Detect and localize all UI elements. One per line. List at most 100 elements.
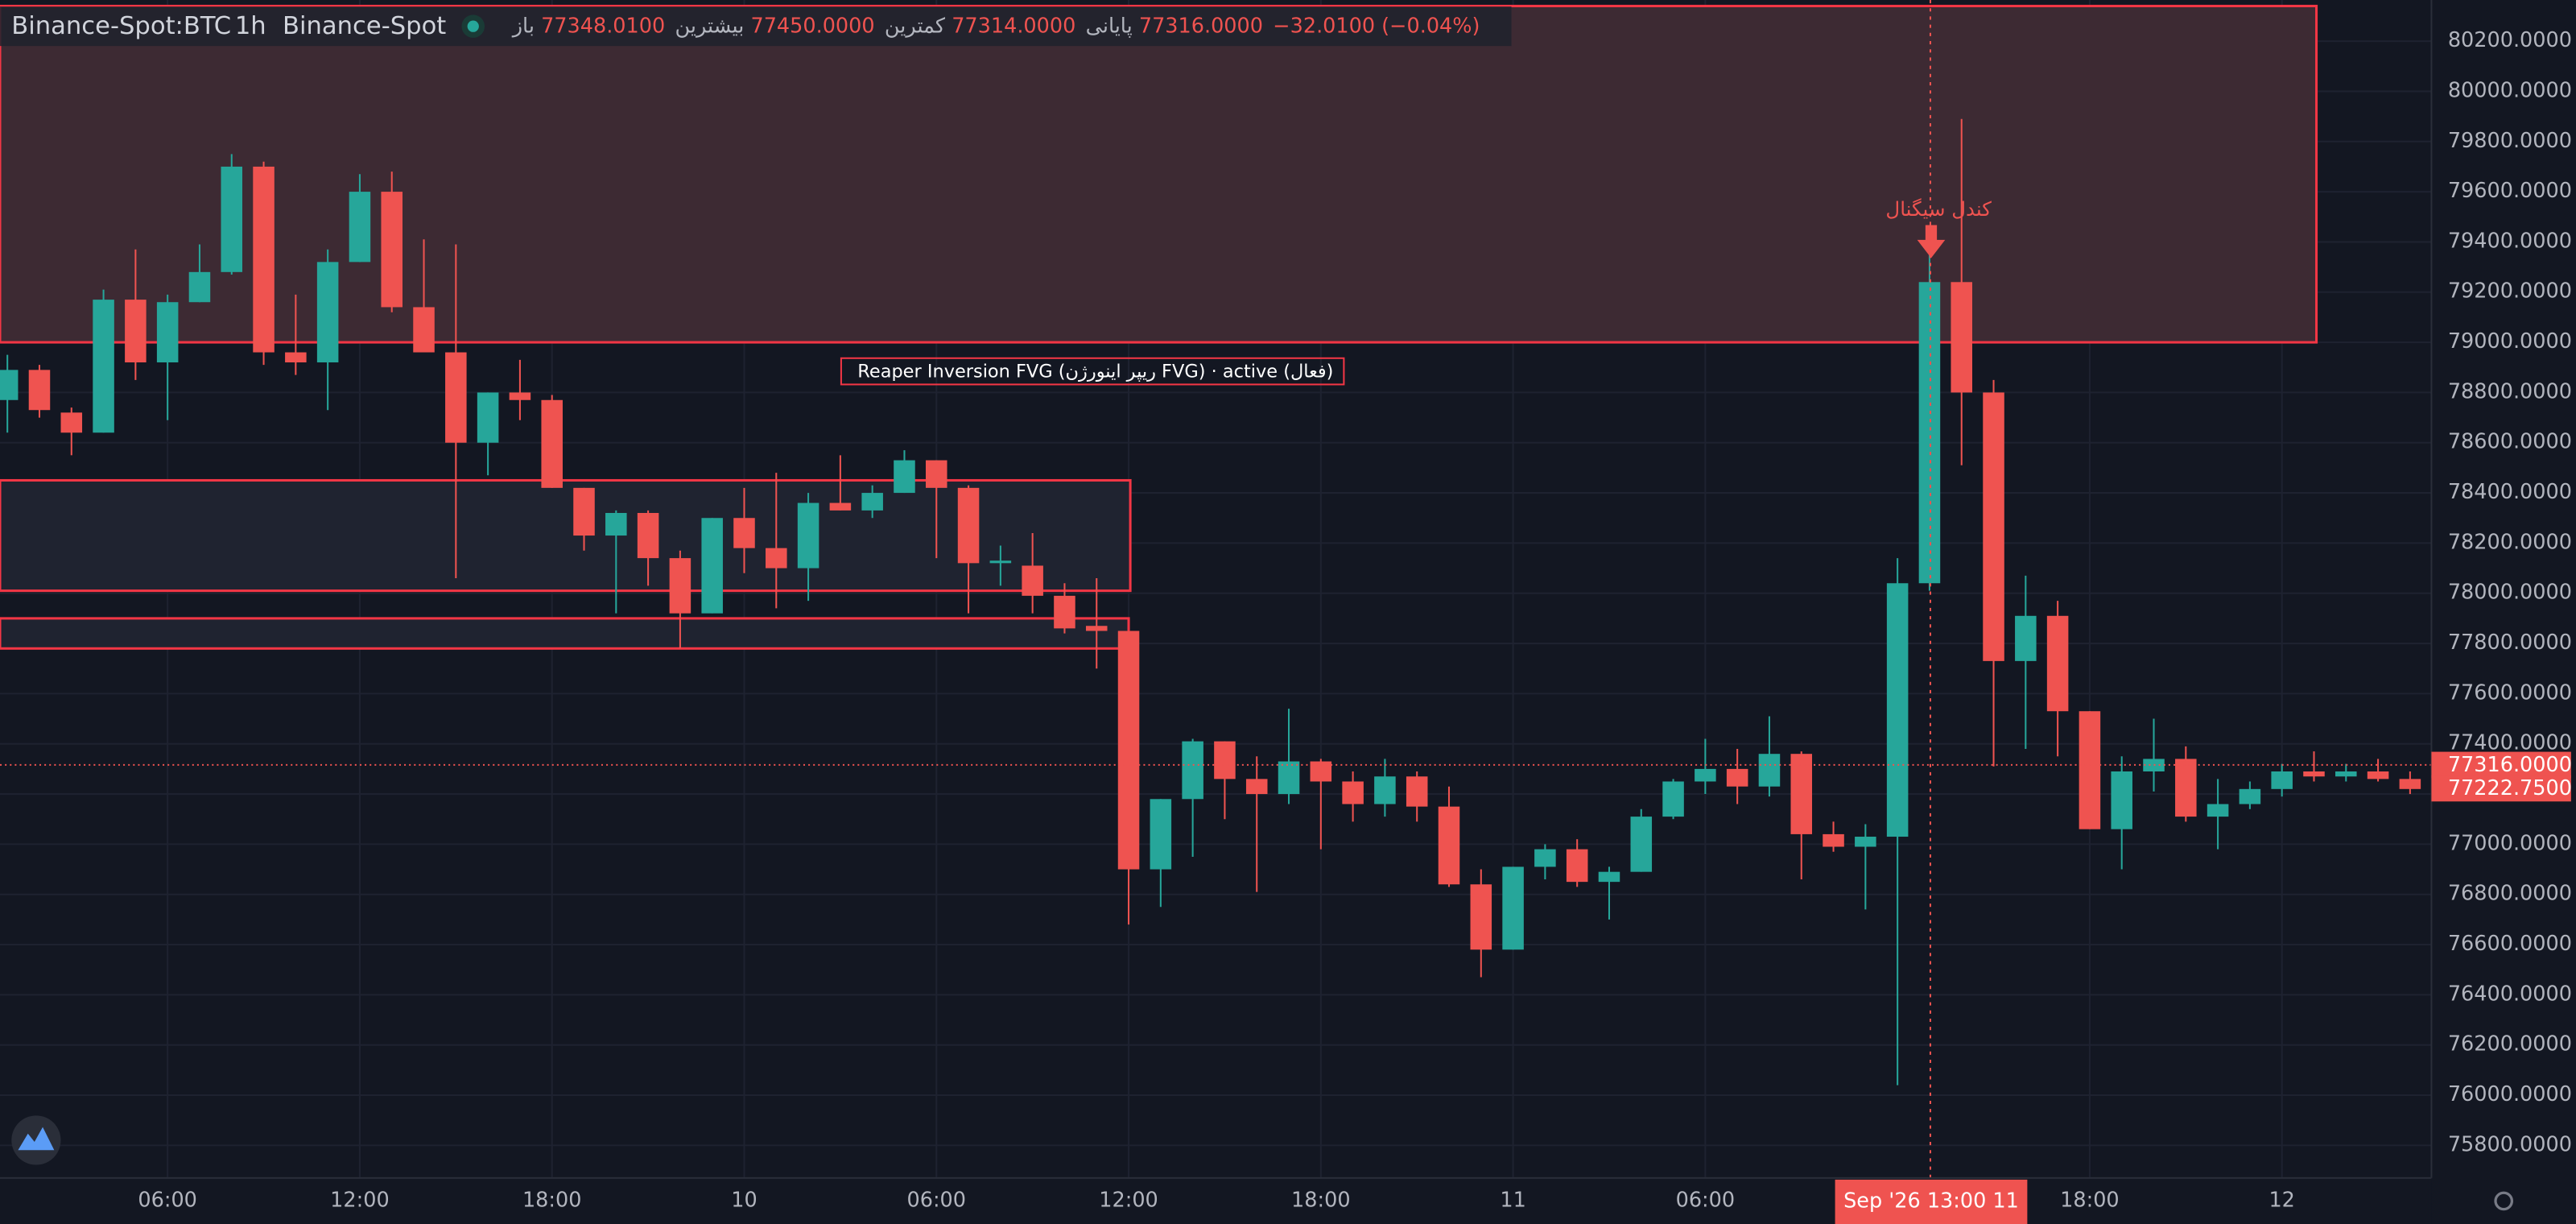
x-tick-label: 06:00: [1676, 1188, 1736, 1212]
candle-body: [509, 392, 531, 400]
candle-body: [1983, 392, 2004, 661]
candle-body: [861, 493, 883, 511]
candle-body: [285, 352, 307, 363]
x-tick-label: 06:00: [138, 1188, 197, 1212]
candle-body: [2046, 615, 2069, 712]
x-tick-label: 18:00: [522, 1188, 582, 1212]
candle-body: [316, 262, 339, 363]
candle-body: [1662, 781, 1684, 817]
y-tick-label: 80000.0000: [2448, 78, 2572, 102]
x-tick-label: 12:00: [330, 1188, 390, 1212]
candle-body: [669, 558, 691, 614]
y-tick-label: 76200.0000: [2448, 1032, 2572, 1057]
price-label-box: [2431, 751, 2571, 779]
candle-body: [2399, 779, 2421, 789]
candle-body: [28, 370, 51, 411]
x-tick-label: 06:00: [907, 1188, 967, 1212]
y-tick-label: 79800.0000: [2448, 129, 2572, 153]
candle-body: [1598, 871, 1620, 883]
candle-body: [957, 487, 980, 564]
candle-body: [93, 300, 114, 433]
x-tick-label: 11: [1500, 1188, 1525, 1212]
overlays: Reaper Inversion FVG (ریپر اینورژن FVG) …: [0, 0, 2432, 1178]
candle-body: [2015, 615, 2037, 661]
ohlc-label: باز: [511, 14, 535, 39]
candle-body: [1438, 806, 1460, 885]
candle-body: [2207, 804, 2229, 817]
candle-body: [1502, 866, 1524, 950]
candle-body: [733, 518, 755, 548]
status-dot-core: [467, 20, 479, 32]
candle-body: [1054, 595, 1075, 629]
candle-body: [1022, 565, 1043, 596]
candle-body: [926, 460, 947, 488]
legend-bar: [0, 6, 1512, 47]
x-tick-label: 12:00: [1099, 1188, 1158, 1212]
candle-body: [1342, 781, 1364, 804]
candle-body: [445, 352, 467, 443]
interval: 1h: [235, 12, 266, 40]
candle-body: [125, 300, 147, 363]
candle-body: [60, 412, 83, 433]
candle-body: [1790, 754, 1813, 834]
candle-body: [156, 302, 179, 363]
candle-body: [1918, 282, 1941, 584]
y-tick-label: 80200.0000: [2448, 28, 2572, 52]
candle-body: [1886, 583, 1909, 837]
candle-body: [221, 166, 243, 272]
candle-body: [766, 548, 787, 569]
candle-body: [797, 502, 819, 569]
symbol: Binance-Spot:BTC: [11, 12, 231, 40]
y-tick-label: 76600.0000: [2448, 932, 2572, 956]
candle-body: [2367, 771, 2389, 779]
candle-body: [0, 370, 19, 400]
y-tick-label: 78400.0000: [2448, 480, 2572, 504]
candle-body: [1182, 741, 1203, 800]
candle-body: [1245, 779, 1268, 795]
price-label: 77316.0000: [2448, 753, 2572, 777]
y-tick-label: 76000.0000: [2448, 1082, 2572, 1106]
crosshair-time: Sep '26 13:00 11: [1843, 1189, 2019, 1213]
y-tick-label: 79600.0000: [2448, 179, 2572, 203]
y-tick-label: 79400.0000: [2448, 229, 2572, 253]
exchange: Binance-Spot: [283, 12, 446, 40]
logo-icon: [18, 1127, 55, 1151]
candle-body: [637, 513, 659, 559]
candle-body: [1406, 776, 1428, 807]
fvg-zone: [0, 617, 1130, 650]
x-tick-label: 18:00: [1291, 1188, 1351, 1212]
y-tick-label: 75800.0000: [2448, 1132, 2572, 1156]
candle-body: [829, 502, 852, 511]
crosshair-time-box: [1835, 1179, 2028, 1224]
axes: 75800.0000 76000.0000 76200.0000 76400.0000…: [138, 28, 2572, 1224]
y-tick-label: 76800.0000: [2448, 882, 2572, 906]
x-tick-label: 12: [2268, 1188, 2294, 1212]
price-label-box: [2431, 775, 2571, 802]
y-tick-label: 78000.0000: [2448, 581, 2572, 605]
candle-body: [349, 192, 371, 263]
candle-body: [1630, 817, 1653, 872]
candle-body: [253, 166, 275, 353]
candle-body: [1855, 837, 1876, 847]
x-tick-label: 18:00: [2060, 1188, 2120, 1212]
y-tick-label: 78800.0000: [2448, 379, 2572, 403]
settings-icon[interactable]: [2494, 1191, 2514, 1211]
change: −32.0100 (−0.04%): [1273, 14, 1480, 39]
candle-body: [1470, 884, 1492, 950]
candle-body: [1214, 741, 1236, 779]
candle-body: [2303, 771, 2325, 777]
ohlc-label: بیشترین: [675, 14, 744, 39]
candle-body: [188, 271, 211, 303]
ohlc-value: 77314.0000: [952, 14, 1075, 39]
candle-body: [477, 392, 499, 443]
candle-body: [381, 192, 402, 308]
y-tick-label: 79000.0000: [2448, 329, 2572, 354]
candle-body: [1951, 282, 1972, 393]
candle-body: [1534, 849, 1556, 867]
candle-body: [1566, 849, 1588, 883]
price-axis: [2431, 0, 2576, 1224]
price-label: 77222.7500: [2448, 776, 2572, 800]
zone-label: Reaper Inversion FVG (ریپر اینورژن FVG) …: [857, 362, 1333, 382]
